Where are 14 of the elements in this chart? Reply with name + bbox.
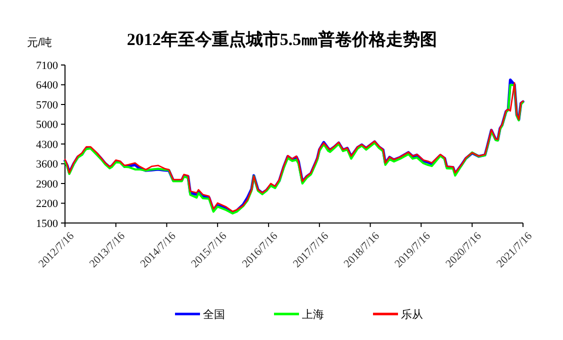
y-tick-label: 7100 xyxy=(36,60,58,72)
y-tick-label: 4300 xyxy=(36,138,58,151)
y-tick-label: 5700 xyxy=(36,99,58,112)
legend-label: 全国 xyxy=(203,308,225,321)
chart-title: 2012年至今重点城市5.5㎜普卷价格走势图 xyxy=(126,29,438,49)
y-tick-label: 6400 xyxy=(36,80,58,92)
y-tick-label: 3600 xyxy=(36,158,58,171)
y-tick-label: 2900 xyxy=(36,178,58,190)
y-tick-label: 1500 xyxy=(36,218,58,230)
legend-label: 上海 xyxy=(302,308,324,321)
legend-label: 乐从 xyxy=(401,308,423,321)
y-tick-label: 2200 xyxy=(36,198,58,210)
y-tick-label: 5000 xyxy=(36,119,58,132)
y-axis-title: 元/吨 xyxy=(27,36,52,49)
